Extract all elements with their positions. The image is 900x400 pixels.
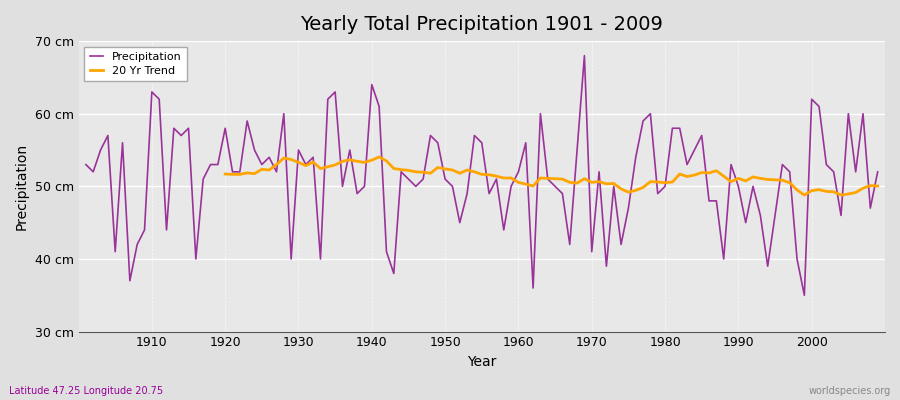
Line: Precipitation: Precipitation (86, 56, 878, 295)
Legend: Precipitation, 20 Yr Trend: Precipitation, 20 Yr Trend (84, 47, 187, 81)
Precipitation (345, 148, 356, 152)
Text: worldspecies.org: worldspecies.org (809, 386, 891, 396)
Precipitation (301, 162, 311, 167)
20 Yr Trend (220, 172, 230, 176)
Line: 20 Yr Trend: 20 Yr Trend (225, 157, 878, 195)
20 Yr Trend (858, 186, 868, 190)
X-axis label: Year: Year (467, 355, 497, 369)
Text: Latitude 47.25 Longitude 20.75: Latitude 47.25 Longitude 20.75 (9, 386, 163, 396)
Y-axis label: Precipitation: Precipitation (15, 143, 29, 230)
Precipitation (608, 184, 619, 189)
20 Yr Trend (425, 171, 436, 176)
20 Yr Trend (770, 178, 780, 182)
Precipitation (513, 170, 524, 174)
Precipitation (799, 293, 810, 298)
Precipitation (579, 53, 590, 58)
20 Yr Trend (799, 193, 810, 198)
Title: Yearly Total Precipitation 1901 - 2009: Yearly Total Precipitation 1901 - 2009 (301, 15, 663, 34)
Precipitation (80, 162, 91, 167)
20 Yr Trend (872, 184, 883, 188)
Precipitation (506, 184, 517, 189)
Precipitation (872, 170, 883, 174)
Precipitation (140, 228, 150, 232)
20 Yr Trend (308, 160, 319, 164)
20 Yr Trend (374, 154, 384, 159)
20 Yr Trend (784, 180, 795, 185)
20 Yr Trend (681, 174, 692, 179)
